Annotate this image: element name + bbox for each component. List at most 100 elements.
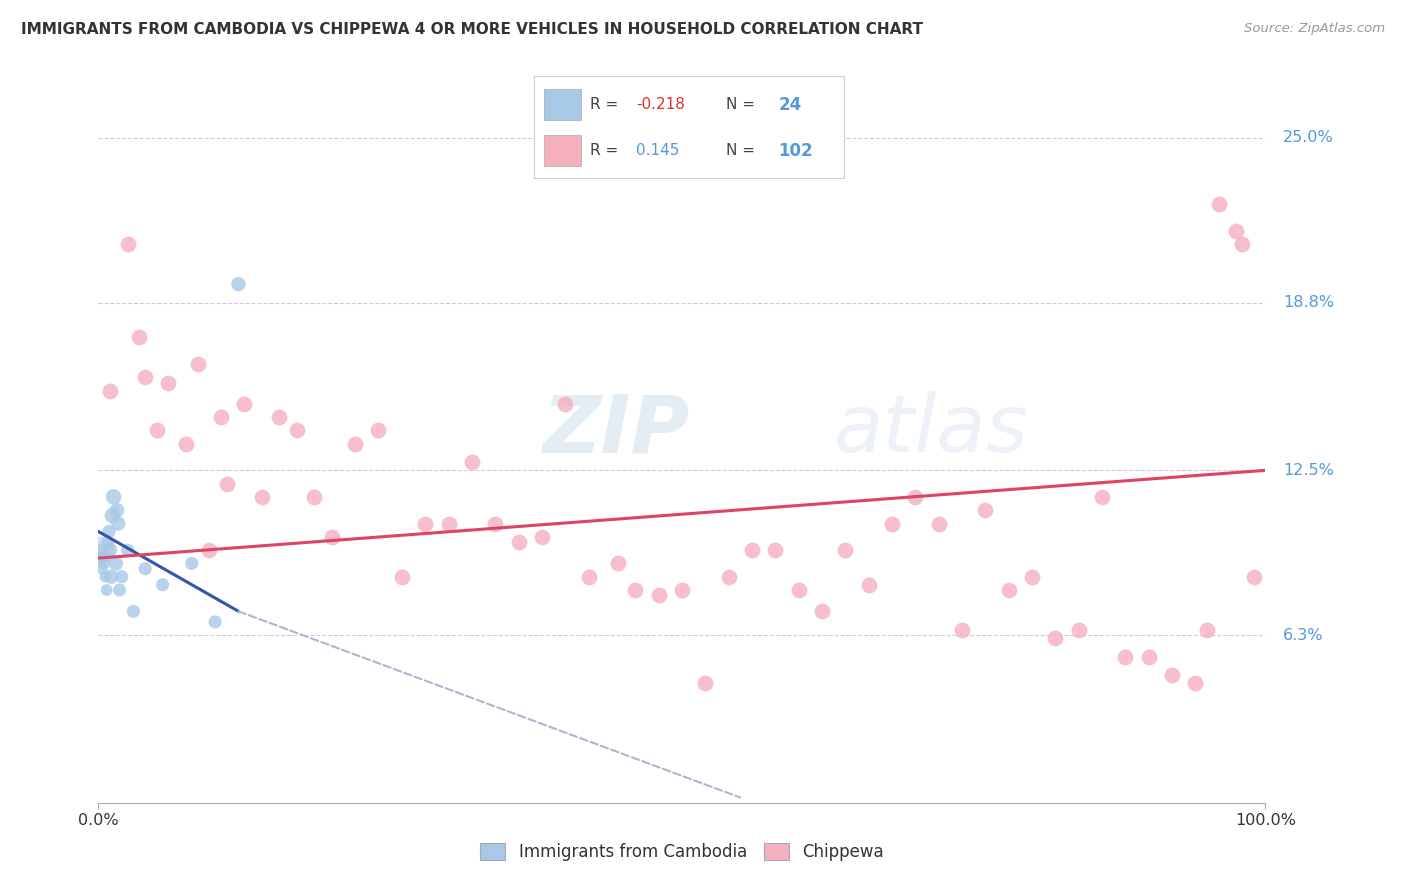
Text: 18.8%: 18.8% [1282,295,1334,310]
Point [122,604,145,618]
Point [741,543,763,558]
Point [1208,197,1230,211]
Point [1045,631,1067,645]
Point [98,543,121,558]
Point [90,543,112,558]
Point [180,557,202,571]
Point [128,330,150,344]
Text: 12.5%: 12.5% [1282,463,1334,478]
Text: atlas: atlas [834,392,1028,469]
Point [484,516,506,531]
Point [1091,490,1114,504]
Point [100,570,122,584]
Point [91,551,114,566]
Point [250,490,273,504]
Point [90,562,112,576]
Point [1137,649,1160,664]
Text: ZIP: ZIP [541,392,689,469]
Point [111,570,134,584]
Point [606,557,628,571]
Point [96,582,118,597]
Point [134,370,156,384]
Point [530,530,553,544]
Point [787,582,810,597]
Point [209,410,232,425]
Point [858,577,880,591]
Point [117,237,139,252]
Point [304,490,326,504]
Point [928,516,950,531]
Point [554,397,576,411]
Point [97,524,120,539]
Text: -0.218: -0.218 [637,97,685,112]
Point [174,436,197,450]
Text: 102: 102 [779,142,813,160]
Bar [544,89,581,120]
Point [1230,237,1253,252]
Point [1021,570,1043,584]
Point [763,543,786,558]
Point [98,384,121,398]
Point [1067,623,1090,637]
Text: 6.3%: 6.3% [1282,628,1323,643]
Point [146,424,169,438]
Point [1197,623,1219,637]
Point [107,516,129,531]
Point [204,615,226,629]
Text: N =: N = [725,97,759,112]
Point [1243,570,1265,584]
Point [695,676,717,690]
Point [233,397,256,411]
Point [105,503,128,517]
Point [94,570,117,584]
Point [997,582,1019,597]
Point [461,455,484,469]
Point [624,582,647,597]
Point [103,490,125,504]
Point [101,508,124,523]
Point [269,410,291,425]
Text: R =: R = [591,144,623,158]
Point [717,570,740,584]
Point [1114,649,1136,664]
Point [904,490,927,504]
Point [228,277,250,292]
Point [1225,224,1247,238]
Text: Source: ZipAtlas.com: Source: ZipAtlas.com [1244,22,1385,36]
Text: 25.0%: 25.0% [1282,130,1334,145]
Text: 24: 24 [779,95,801,113]
Point [950,623,973,637]
Point [671,582,693,597]
Text: 0.145: 0.145 [637,144,679,158]
Text: R =: R = [591,97,623,112]
Point [413,516,436,531]
Point [108,582,131,597]
Point [285,424,308,438]
Point [198,543,221,558]
Point [93,557,115,571]
Point [89,543,111,558]
Point [974,503,997,517]
Point [134,562,156,576]
Point [391,570,413,584]
Point [321,530,343,544]
Text: N =: N = [725,144,759,158]
Point [578,570,600,584]
Point [508,535,530,549]
Point [834,543,856,558]
Bar [544,136,581,166]
Point [117,543,139,558]
Point [880,516,903,531]
Point [215,476,238,491]
Point [104,557,127,571]
Point [647,588,669,602]
Point [187,357,209,371]
Point [1184,676,1206,690]
Point [811,604,834,618]
Legend: Immigrants from Cambodia, Chippewa: Immigrants from Cambodia, Chippewa [474,836,890,868]
Point [97,535,120,549]
Point [152,577,174,591]
Text: IMMIGRANTS FROM CAMBODIA VS CHIPPEWA 4 OR MORE VEHICLES IN HOUSEHOLD CORRELATION: IMMIGRANTS FROM CAMBODIA VS CHIPPEWA 4 O… [21,22,924,37]
Point [367,424,389,438]
Point [344,436,367,450]
